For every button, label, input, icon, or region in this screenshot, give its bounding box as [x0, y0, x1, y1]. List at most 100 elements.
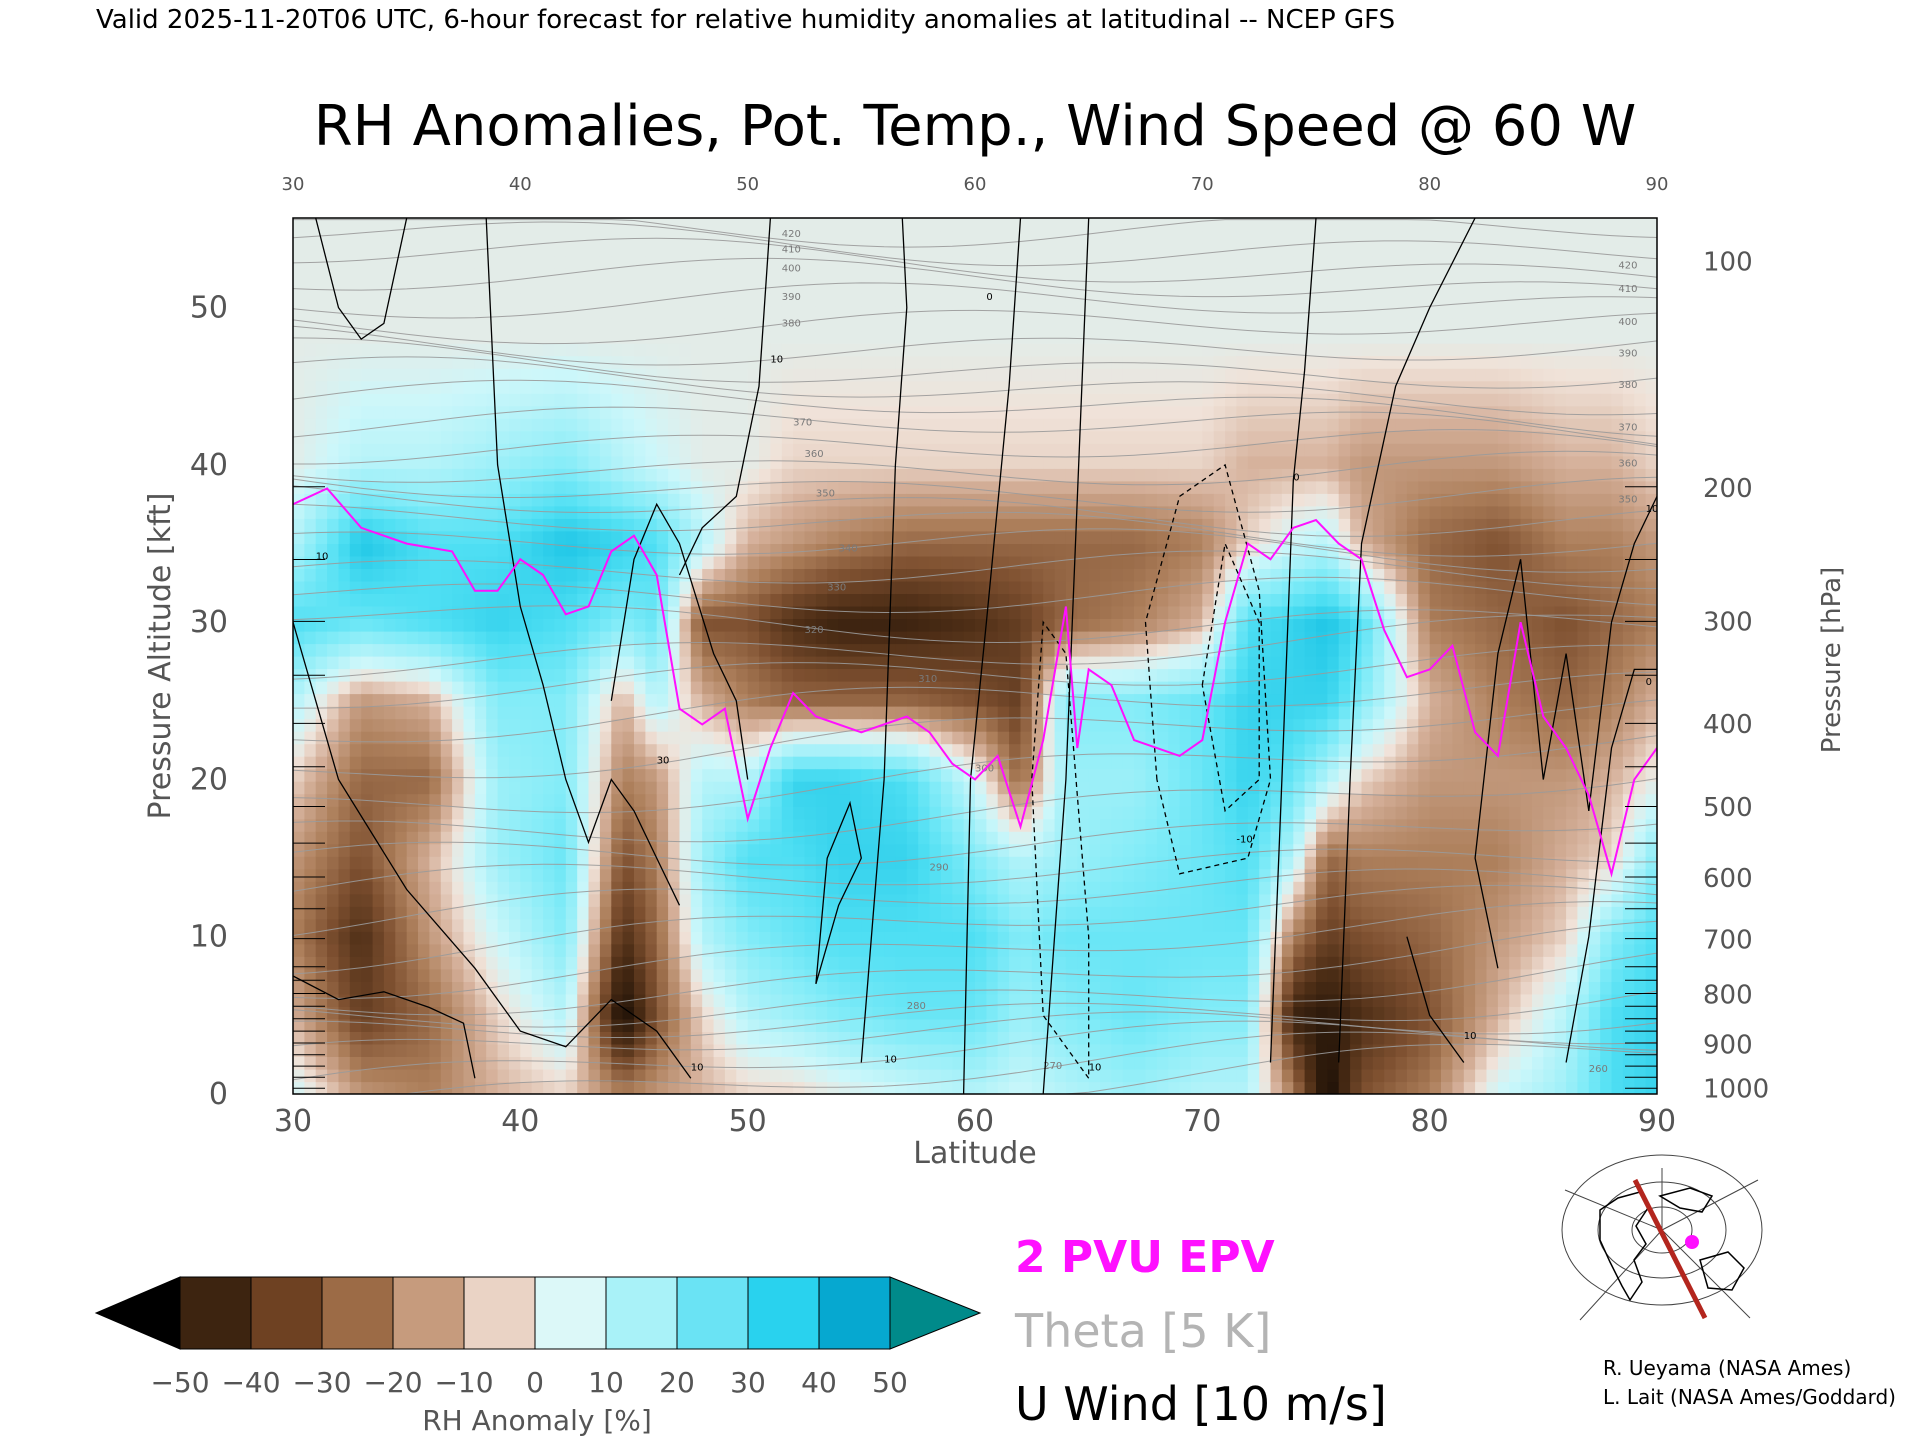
rh-cell [895, 1081, 908, 1094]
rh-cell [395, 618, 408, 632]
rh-cell [656, 330, 669, 344]
rh-cell [827, 906, 840, 920]
rh-cell [815, 218, 828, 232]
rh-cell [827, 1056, 840, 1070]
rh-cell [304, 618, 317, 632]
rh-cell [1065, 518, 1078, 532]
rh-cell [713, 555, 726, 569]
rh-cell [474, 568, 487, 582]
rh-cell [1088, 856, 1101, 870]
rh-cell [474, 868, 487, 882]
rh-cell [452, 731, 465, 745]
rh-cell [804, 918, 817, 932]
rh-cell [543, 906, 556, 920]
rh-cell [293, 943, 305, 957]
rh-cell [736, 706, 749, 720]
rh-cell [599, 530, 612, 544]
rh-cell [827, 1043, 840, 1057]
rh-cell [963, 230, 976, 244]
rh-cell [940, 468, 953, 482]
rh-cell [724, 518, 737, 532]
rh-cell [713, 681, 726, 695]
rh-cell [929, 280, 942, 294]
rh-cell [452, 518, 465, 532]
rh-cell [702, 768, 715, 782]
rh-cell [463, 831, 476, 845]
rh-cell [531, 993, 544, 1007]
rh-cell [1054, 343, 1067, 357]
rh-cell [997, 968, 1010, 982]
rh-cell [418, 443, 430, 457]
rh-cell [383, 881, 396, 895]
rh-cell [395, 981, 408, 995]
rh-cell [1054, 480, 1067, 494]
rh-cell [634, 956, 646, 970]
rh-cell [895, 468, 908, 482]
rh-cell [474, 218, 487, 232]
rh-cell [440, 380, 453, 394]
rh-cell [759, 831, 771, 845]
rh-cell [565, 368, 578, 382]
rh-cell [872, 1006, 885, 1020]
rh-cell [440, 405, 453, 419]
rh-cell [815, 305, 828, 319]
rh-cell [1077, 743, 1090, 757]
rh-cell [815, 818, 828, 832]
rh-cell [599, 443, 612, 457]
rh-cell [1088, 343, 1101, 357]
rh-cell [679, 593, 692, 607]
rh-cell [1009, 768, 1022, 782]
rh-cell [383, 280, 396, 294]
rh-cell [861, 706, 874, 720]
rh-cell [452, 956, 465, 970]
rh-cell [645, 318, 658, 332]
rh-cell [918, 843, 931, 857]
rh-cell [702, 993, 715, 1007]
rh-cell [634, 868, 646, 882]
rh-cell [463, 843, 476, 857]
rh-cell [656, 656, 669, 670]
rh-cell [1031, 1056, 1044, 1070]
rh-cell [406, 993, 419, 1007]
rh-cell [1031, 355, 1044, 369]
rh-cell [759, 393, 771, 407]
rh-cell [929, 305, 942, 319]
rh-cell [1054, 355, 1067, 369]
rh-cell [429, 1043, 442, 1057]
rh-cell [577, 768, 590, 782]
rh-cell [861, 555, 874, 569]
rh-cell [509, 493, 521, 507]
rh-cell [861, 430, 874, 444]
rh-cell [975, 255, 987, 269]
rh-cell [850, 218, 862, 232]
rh-cell [884, 580, 897, 594]
rh-cell [952, 1031, 965, 1045]
rh-cell [713, 756, 726, 770]
rh-cell [599, 906, 612, 920]
rh-cell [327, 343, 340, 357]
rh-cell [861, 518, 874, 532]
rh-cell [975, 343, 987, 357]
rh-cell [599, 843, 612, 857]
rh-cell [463, 468, 476, 482]
rh-cell [1020, 555, 1033, 569]
rh-cell [395, 1081, 408, 1094]
rh-cell [1031, 681, 1044, 695]
rh-cell [418, 468, 430, 482]
rh-cell [884, 405, 897, 419]
rh-cell [304, 580, 317, 594]
rh-cell [702, 681, 715, 695]
rh-cell [815, 843, 828, 857]
rh-cell [759, 993, 771, 1007]
rh-cell [895, 656, 908, 670]
rh-cell [315, 280, 328, 294]
rh-cell [383, 268, 396, 282]
rh-cell [827, 593, 840, 607]
rh-cell [577, 480, 590, 494]
rh-cell [520, 968, 533, 982]
rh-cell [1100, 918, 1112, 932]
rh-cell [713, 330, 726, 344]
rh-cell [1043, 931, 1056, 945]
rh-cell [929, 543, 942, 557]
rh-cell [975, 718, 987, 732]
